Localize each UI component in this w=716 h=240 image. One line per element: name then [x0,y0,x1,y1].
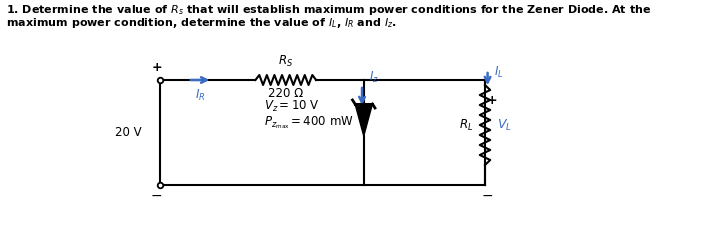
Text: $I_R$: $I_R$ [195,88,205,103]
Text: $I_L$: $I_L$ [493,65,503,79]
Text: $I_z$: $I_z$ [369,69,379,84]
Text: $R_S$: $R_S$ [279,54,294,69]
Text: −: − [482,189,493,203]
Polygon shape [355,104,372,136]
Text: +: + [152,61,162,74]
Text: −: − [151,189,163,203]
Text: 220 Ω: 220 Ω [268,87,304,100]
Text: $R_L$: $R_L$ [458,117,473,132]
Text: $P_{z_{\mathrm{max}}} = 400$ mW: $P_{z_{\mathrm{max}}} = 400$ mW [264,115,354,131]
Text: maximum power condition, determine the value of $I_L$, $I_R$ and $I_z$.: maximum power condition, determine the v… [6,16,397,30]
Text: +: + [487,94,497,107]
Text: 20 V: 20 V [115,126,141,139]
Text: 1. Determine the value of $R_s$ that will establish maximum power conditions for: 1. Determine the value of $R_s$ that wil… [6,3,652,17]
Text: $V_z = 10$ V: $V_z = 10$ V [264,98,320,114]
Text: $V_L$: $V_L$ [497,117,512,132]
